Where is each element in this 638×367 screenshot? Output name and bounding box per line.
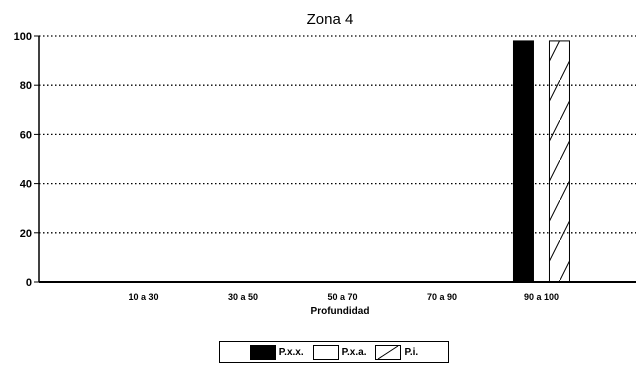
legend-label: P.x.x. [278,346,304,358]
legend-swatch-hatched [375,344,402,360]
legend-item-pxx: P.x.x. [249,344,304,360]
x-tick-label: 10 a 30 [128,292,158,302]
y-tick-label: 60 [20,129,32,141]
legend-swatch-empty [312,344,339,360]
x-tick-label: 70 a 90 [427,292,457,302]
y-tick-label: 20 [20,228,32,240]
x-axis-categories: 10 a 30 30 a 50 50 a 70 70 a 90 90 a 100 [128,292,559,302]
y-tick-label: 100 [14,31,32,43]
x-tick-label: 50 a 70 [327,292,357,302]
bar-pi [548,40,570,283]
x-axis-label: Profundidad [311,306,370,317]
legend-item-pxa: P.x.a. [312,344,367,360]
x-tick-label: 30 a 50 [228,292,258,302]
gridlines [39,35,636,234]
legend-item-pi: P.i. [375,344,419,360]
y-tick-label: 80 [20,80,32,92]
bar-pxx [512,40,534,283]
legend-swatch-solid [249,344,276,360]
legend: P.x.x. P.x.a. P.i. [219,341,449,363]
y-axis-ticks: 0 20 40 60 80 100 [14,31,39,289]
legend-label: P.i. [404,346,419,358]
x-tick-label: 90 a 100 [524,292,559,302]
chart-title: Zona 4 [307,11,354,28]
y-tick-label: 0 [26,277,32,289]
legend-label: P.x.a. [341,346,367,358]
y-tick-label: 40 [20,179,32,191]
bars [512,40,570,283]
